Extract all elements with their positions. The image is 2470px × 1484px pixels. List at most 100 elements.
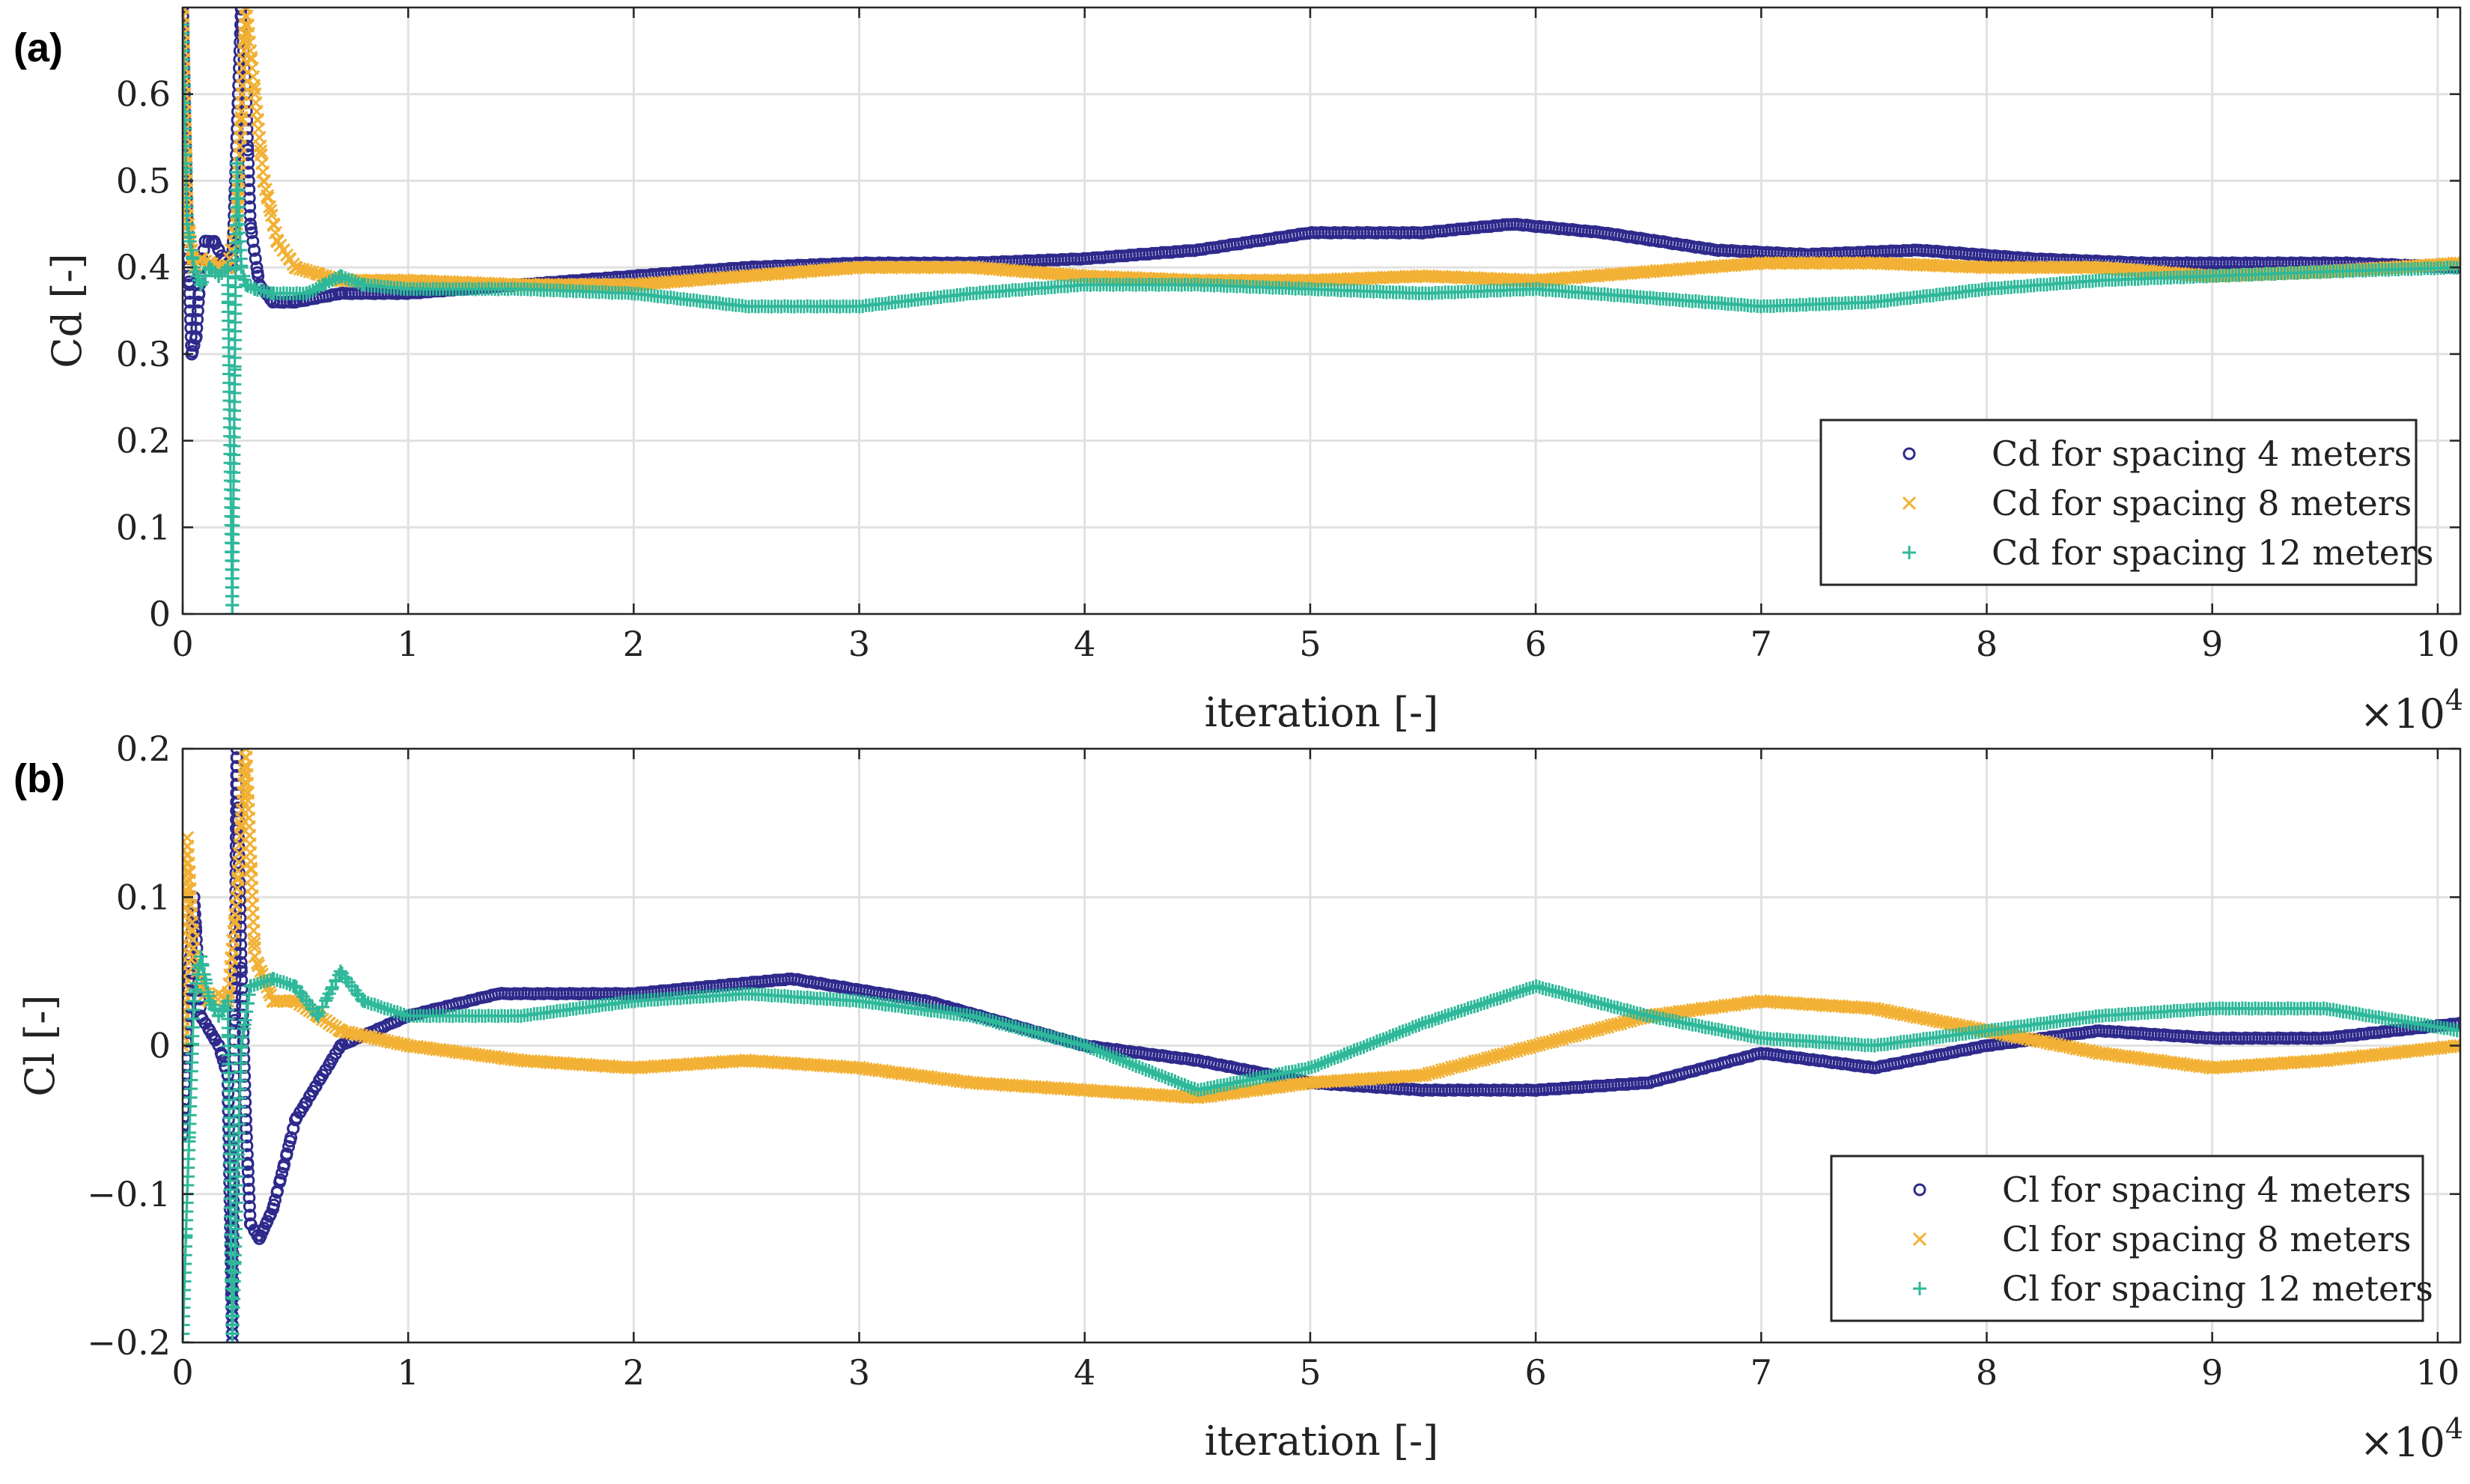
data-point xyxy=(241,148,255,162)
data-point xyxy=(243,1191,256,1205)
data-point xyxy=(317,278,331,292)
series-1 xyxy=(183,749,2460,1105)
data-point xyxy=(319,994,333,1008)
data-point xyxy=(1146,1065,1160,1079)
data-point xyxy=(242,1174,255,1187)
data-point xyxy=(1171,1076,1185,1090)
data-point xyxy=(194,252,208,266)
data-point xyxy=(368,997,382,1012)
data-point xyxy=(1253,1071,1267,1085)
data-point xyxy=(252,1232,266,1245)
data-point xyxy=(1448,1006,1462,1021)
data-point xyxy=(184,321,198,335)
data-point xyxy=(1275,1066,1289,1080)
data-point xyxy=(226,1247,240,1261)
data-point xyxy=(214,1046,228,1059)
data-point xyxy=(1165,1073,1179,1086)
data-point xyxy=(1110,1050,1124,1065)
x-tick-label: 1 xyxy=(398,624,419,664)
data-point xyxy=(1357,1040,1371,1054)
data-point xyxy=(1230,1075,1244,1089)
data-point xyxy=(183,304,197,317)
y-tick-label: 0 xyxy=(149,594,171,634)
data-point xyxy=(248,949,262,964)
data-point xyxy=(371,999,385,1013)
data-point xyxy=(312,1006,326,1020)
data-point xyxy=(1412,1018,1426,1033)
data-point xyxy=(252,958,266,973)
data-point xyxy=(1155,1069,1169,1083)
data-point xyxy=(288,261,302,275)
legend-marker xyxy=(1902,447,1916,460)
series-2 xyxy=(183,949,2460,1342)
data-point xyxy=(1220,1077,1234,1092)
data-point xyxy=(241,1156,255,1170)
legend-marker xyxy=(1902,546,1916,559)
data-point xyxy=(1113,1052,1127,1066)
legend-entry: Cd for spacing 12 meters xyxy=(1992,532,2434,573)
x-tick-label: 6 xyxy=(1524,624,1546,664)
data-point xyxy=(226,1220,240,1234)
data-point xyxy=(240,1139,254,1152)
data-point xyxy=(1265,1068,1280,1083)
data-point xyxy=(235,982,249,996)
data-point xyxy=(187,338,201,352)
data-point xyxy=(246,234,260,248)
y-tick-label: 0.2 xyxy=(116,421,171,461)
x-tick-label: 5 xyxy=(1299,624,1321,664)
data-point xyxy=(1494,991,1508,1006)
x-axis-label: iteration [-] xyxy=(1205,689,1439,736)
data-point xyxy=(280,976,294,991)
data-point xyxy=(227,1211,240,1225)
data-point xyxy=(248,282,262,297)
data-point xyxy=(238,61,252,75)
data-point xyxy=(248,243,261,257)
data-point xyxy=(183,234,197,249)
data-point xyxy=(322,1016,336,1030)
data-point xyxy=(264,204,278,218)
data-point xyxy=(1458,1003,1472,1017)
data-point xyxy=(254,144,268,158)
data-points xyxy=(183,749,2460,1342)
data-point xyxy=(1470,999,1485,1013)
data-point xyxy=(237,269,251,283)
data-point xyxy=(1344,1045,1358,1059)
legend-entry: Cd for spacing 4 meters xyxy=(1992,434,2412,474)
data-point xyxy=(259,1217,273,1230)
data-point xyxy=(227,1185,240,1199)
data-point xyxy=(228,973,242,986)
data-point xyxy=(243,1199,256,1213)
data-point xyxy=(1096,1045,1110,1059)
data-point xyxy=(1103,1048,1117,1062)
data-point xyxy=(241,1165,255,1179)
data-point xyxy=(191,313,204,326)
data-point xyxy=(1125,1058,1140,1071)
data-point xyxy=(240,1122,253,1135)
data-point xyxy=(241,139,255,153)
legend-marker xyxy=(1902,496,1917,511)
data-point xyxy=(192,287,206,300)
x-tick-label: 9 xyxy=(2201,624,2223,664)
data-point xyxy=(1425,1014,1439,1028)
data-point xyxy=(227,1202,240,1216)
data-point xyxy=(299,286,314,300)
data-point xyxy=(270,234,285,249)
x-tick-label: 7 xyxy=(1750,624,1772,664)
y-tick-label: 0.3 xyxy=(116,334,171,374)
data-point xyxy=(1516,984,1530,998)
data-point xyxy=(1178,1078,1192,1092)
x-tick-label: 0 xyxy=(171,624,193,664)
x-tick-label: 2 xyxy=(623,624,645,664)
data-point xyxy=(252,270,265,283)
data-point xyxy=(1334,1049,1348,1063)
data-point xyxy=(191,304,204,317)
data-point xyxy=(250,261,264,274)
legend-box xyxy=(1819,419,2418,586)
y-tick-label: 0.1 xyxy=(116,507,171,547)
data-point xyxy=(250,977,264,991)
x-tick-label: 4 xyxy=(1074,624,1095,664)
data-point xyxy=(1142,1063,1156,1077)
data-point xyxy=(394,1006,408,1021)
data-point xyxy=(205,263,219,277)
